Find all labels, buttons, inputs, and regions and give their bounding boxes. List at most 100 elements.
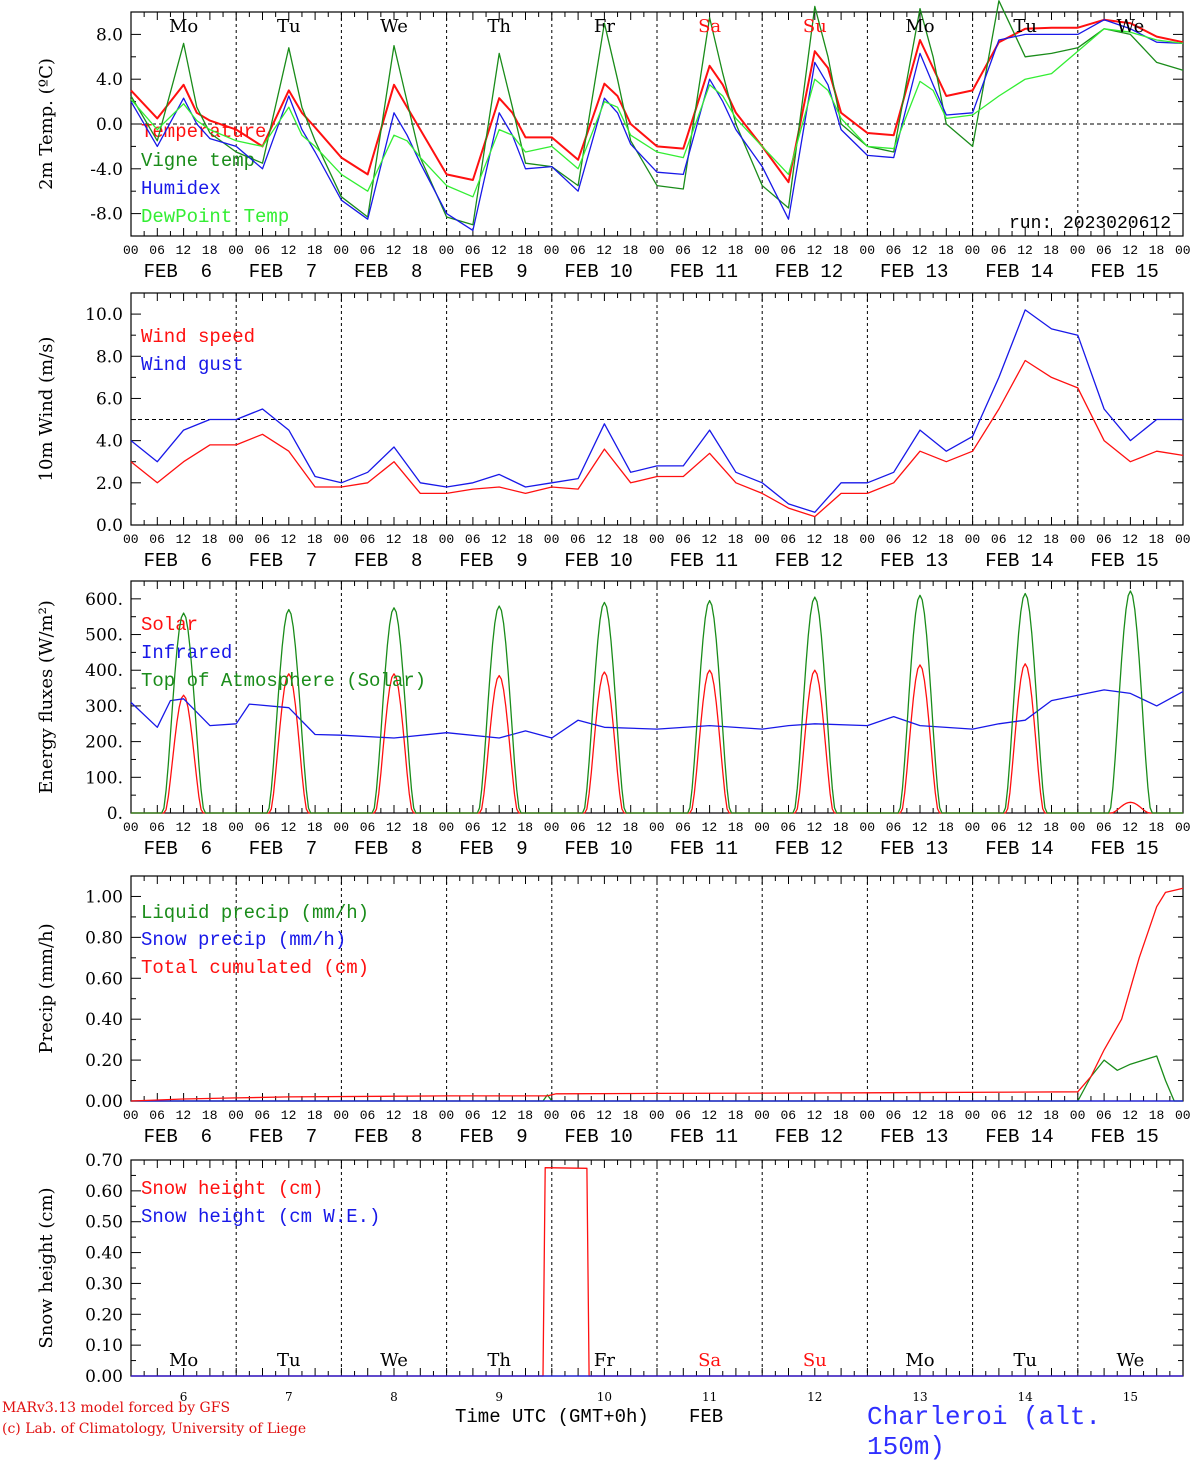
hour-tick-label: 18: [412, 243, 428, 258]
day-label: FEB 8: [354, 838, 422, 860]
hour-tick-label: 00: [123, 1108, 139, 1123]
day-label: FEB 15: [1090, 261, 1158, 283]
y-tick-label: 100.: [85, 768, 123, 788]
hour-tick-label: 12: [1017, 1108, 1033, 1123]
hour-tick-label: 06: [886, 532, 902, 547]
day-label: FEB 6: [144, 1126, 212, 1148]
hour-tick-label: 12: [807, 243, 823, 258]
day-label: FEB 11: [670, 838, 738, 860]
hour-tick-label: 12: [912, 1108, 928, 1123]
hour-tick-label: 00: [649, 532, 665, 547]
weekday-label: Tu: [1013, 1350, 1037, 1371]
hour-tick-label: 00: [859, 1108, 875, 1123]
hour-tick-label: 00: [1175, 1108, 1191, 1123]
day-label: FEB 7: [249, 550, 317, 572]
weekday-label: We: [380, 1350, 408, 1371]
hour-tick-label: 18: [1044, 1108, 1060, 1123]
hour-tick-label: 00: [859, 532, 875, 547]
hour-tick-label: 06: [886, 1108, 902, 1123]
hour-tick-label: 12: [386, 820, 402, 835]
weekday-label: Mo: [905, 1350, 934, 1371]
hour-tick-label: 06: [675, 243, 691, 258]
day-label: FEB 15: [1090, 550, 1158, 572]
y-axis-label: 2m Temp. (ºC): [36, 58, 57, 190]
legend-entry: Liquid precip (mm/h): [141, 902, 369, 924]
hour-tick-label: 12: [912, 532, 928, 547]
y-tick-label: 0.40: [85, 1244, 123, 1264]
hour-tick-label: 00: [439, 820, 455, 835]
panel-3: 00 06 12 18 00 06 12 18 00 06 12 18 00 06 12 18 00 06 12 18…: [36, 580, 1191, 860]
hour-tick-label: 00: [1070, 243, 1086, 258]
hour-tick-label: 12: [702, 243, 718, 258]
y-tick-label: 0.: [107, 804, 123, 824]
hour-tick-label: 06: [465, 532, 481, 547]
hour-tick-label: 00: [123, 820, 139, 835]
hour-tick-label: 00: [544, 820, 560, 835]
hour-tick-label: 00: [754, 820, 770, 835]
y-tick-label: 600.: [85, 590, 123, 610]
hour-tick-label: 12: [596, 243, 612, 258]
day-number: 13: [912, 1390, 927, 1404]
hour-tick-label: 12: [176, 1108, 192, 1123]
y-axis-label: Precip (mm/h): [36, 923, 57, 1053]
hour-tick-label: 00: [754, 1108, 770, 1123]
hour-tick-label: 06: [360, 820, 376, 835]
hour-tick-label: 06: [1096, 1108, 1112, 1123]
day-number: 14: [1018, 1390, 1034, 1404]
hour-tick-label: 06: [886, 243, 902, 258]
station-name: Charleroi (alt. 150m): [867, 1402, 1102, 1462]
y-tick-label: -8.0: [90, 205, 123, 225]
panel-4: 00 06 12 18 00 06 12 18 00 06 12 18 00 06 12 18 00 06 12 18…: [36, 875, 1191, 1148]
hour-tick-label: 00: [333, 532, 349, 547]
hour-tick-label: 12: [491, 1108, 507, 1123]
hour-tick-label: 00: [228, 243, 244, 258]
hour-tick-label: 12: [491, 820, 507, 835]
hour-tick-label: 12: [1122, 820, 1138, 835]
weekday-label: We: [1117, 1350, 1145, 1371]
hour-tick-label: 18: [728, 532, 744, 547]
series-line-wind-speed: [130, 359, 1184, 518]
day-number: 9: [495, 1390, 503, 1404]
hour-tick-label: 18: [202, 243, 218, 258]
y-tick-label: 0.20: [85, 1305, 123, 1325]
model-credit: MARv3.13 model forced by GFS: [2, 1400, 231, 1416]
hour-tick-label: 12: [807, 532, 823, 547]
weekday-label: Sa: [698, 16, 721, 37]
hour-tick-label: 18: [307, 243, 323, 258]
hour-tick-label: 18: [833, 532, 849, 547]
day-label: FEB 8: [354, 1126, 422, 1148]
legend-entry: Total cumulated (cm): [141, 957, 369, 979]
hour-tick-label: 12: [596, 532, 612, 547]
hour-tick-label: 06: [675, 820, 691, 835]
hour-tick-label: 18: [518, 532, 534, 547]
hour-tick-label: 00: [859, 820, 875, 835]
hour-tick-label: 00: [228, 1108, 244, 1123]
hour-tick-label: 12: [1122, 243, 1138, 258]
hour-tick-label: 12: [1017, 820, 1033, 835]
hour-tick-label: 06: [360, 1108, 376, 1123]
hour-tick-label: 18: [202, 1108, 218, 1123]
panel-5: 6 7 8 9 10 11 12 13 14 15 0.70 0.60 0.50 0.40 0.30 0.20…: [36, 1151, 1184, 1404]
day-label: FEB 11: [670, 261, 738, 283]
hour-tick-label: 06: [991, 1108, 1007, 1123]
legend-entry: Solar: [141, 614, 198, 636]
legend-entry: Infrared: [141, 642, 232, 664]
day-label: FEB 12: [775, 261, 843, 283]
hour-tick-label: 18: [1044, 820, 1060, 835]
hour-tick-label: 06: [360, 243, 376, 258]
day-label: FEB 10: [564, 838, 632, 860]
hour-tick-label: 06: [675, 1108, 691, 1123]
hour-tick-label: 06: [570, 820, 586, 835]
hour-tick-label: 18: [728, 243, 744, 258]
weekday-label: Tu: [1013, 16, 1037, 37]
y-tick-label: -4.0: [90, 160, 123, 180]
hour-tick-label: 06: [570, 1108, 586, 1123]
y-tick-label: 500.: [85, 626, 123, 646]
hour-tick-label: 12: [807, 820, 823, 835]
hour-tick-label: 12: [176, 243, 192, 258]
y-axis-label: 10m Wind (m/s): [36, 337, 57, 482]
hour-tick-label: 00: [1070, 532, 1086, 547]
hour-tick-label: 06: [570, 532, 586, 547]
y-tick-label: 0.30: [85, 1274, 123, 1294]
